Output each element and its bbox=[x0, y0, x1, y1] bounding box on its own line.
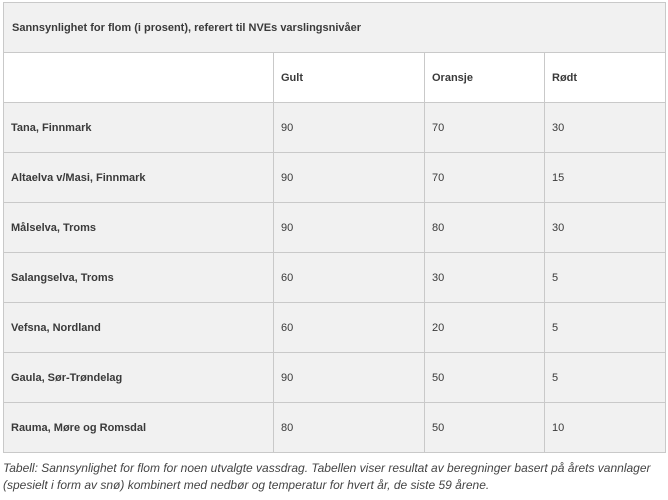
table-row: Tana, Finnmark 90 70 30 bbox=[3, 102, 667, 153]
row-gult: 90 bbox=[273, 102, 425, 153]
row-oransje: 50 bbox=[424, 352, 545, 403]
row-gult: 90 bbox=[273, 152, 425, 203]
table-row: Målselva, Troms 90 80 30 bbox=[3, 202, 667, 253]
header-oransje: Oransje bbox=[424, 52, 545, 103]
row-gult: 80 bbox=[273, 402, 425, 453]
row-place: Altaelva v/Masi, Finnmark bbox=[3, 152, 274, 203]
header-gult: Gult bbox=[273, 52, 425, 103]
table-row: Rauma, Møre og Romsdal 80 50 10 bbox=[3, 402, 667, 453]
row-gult: 60 bbox=[273, 302, 425, 353]
row-place: Gaula, Sør-Trøndelag bbox=[3, 352, 274, 403]
table-header-row: Gult Oransje Rødt bbox=[3, 52, 667, 103]
row-oransje: 70 bbox=[424, 102, 545, 153]
flood-probability-table: Sannsynlighet for flom (i prosent), refe… bbox=[2, 2, 667, 453]
row-gult: 60 bbox=[273, 252, 425, 303]
table-title-row: Sannsynlighet for flom (i prosent), refe… bbox=[2, 2, 667, 53]
row-place: Salangselva, Troms bbox=[3, 252, 274, 303]
row-rodt: 10 bbox=[543, 402, 667, 453]
row-oransje: 50 bbox=[424, 402, 545, 453]
table-row: Altaelva v/Masi, Finnmark 90 70 15 bbox=[3, 152, 667, 203]
table-row: Gaula, Sør-Trøndelag 90 50 5 bbox=[3, 352, 667, 403]
row-oransje: 80 bbox=[424, 202, 545, 253]
row-place: Vefsna, Nordland bbox=[3, 302, 274, 353]
row-rodt: 30 bbox=[543, 202, 667, 253]
row-rodt: 5 bbox=[543, 252, 667, 303]
row-oransje: 20 bbox=[424, 302, 545, 353]
header-rodt: Rødt bbox=[543, 52, 667, 103]
row-place: Målselva, Troms bbox=[3, 202, 274, 253]
row-gult: 90 bbox=[273, 352, 425, 403]
table-caption: Tabell: Sannsynlighet for flom for noen … bbox=[3, 461, 651, 492]
table-row: Salangselva, Troms 60 30 5 bbox=[3, 252, 667, 303]
row-place: Tana, Finnmark bbox=[3, 102, 274, 153]
table-row: Vefsna, Nordland 60 20 5 bbox=[3, 302, 667, 353]
row-rodt: 30 bbox=[543, 102, 667, 153]
header-place bbox=[3, 52, 274, 103]
row-oransje: 70 bbox=[424, 152, 545, 203]
flood-probability-table-container: Sannsynlighet for flom (i prosent), refe… bbox=[2, 2, 667, 453]
row-oransje: 30 bbox=[424, 252, 545, 303]
row-gult: 90 bbox=[273, 202, 425, 253]
row-rodt: 15 bbox=[543, 152, 667, 203]
row-rodt: 5 bbox=[543, 302, 667, 353]
row-rodt: 5 bbox=[543, 352, 667, 403]
table-title: Sannsynlighet for flom (i prosent), refe… bbox=[2, 2, 667, 53]
row-place: Rauma, Møre og Romsdal bbox=[3, 402, 274, 453]
